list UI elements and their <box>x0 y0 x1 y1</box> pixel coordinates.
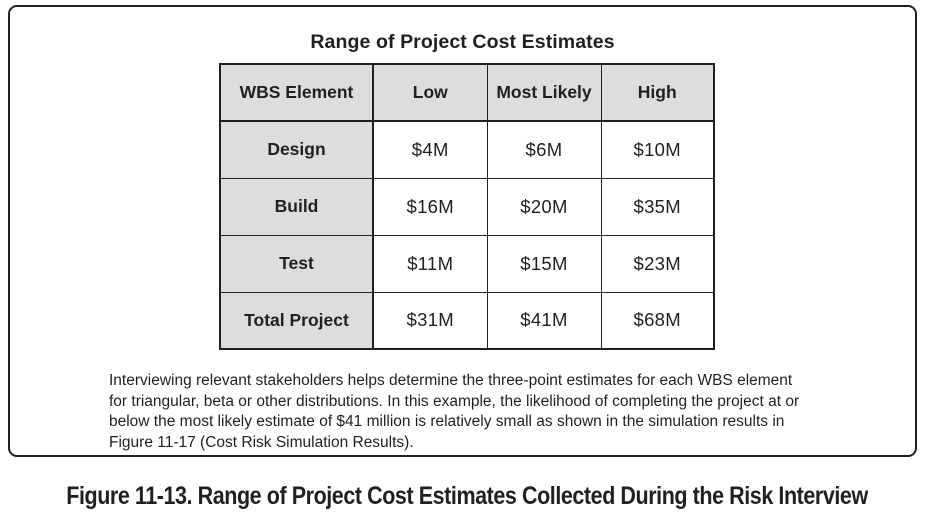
figure-frame: Range of Project Cost Estimates WBS Elem… <box>8 5 917 457</box>
table-row: Build $16M $20M $35M <box>219 177 715 236</box>
cell-high: $10M <box>600 120 715 179</box>
row-label-design: Design <box>219 120 374 179</box>
row-label-total-project: Total Project <box>219 291 374 350</box>
cell-high: $68M <box>600 291 715 350</box>
header-low: Low <box>372 63 488 122</box>
table-title: Range of Project Cost Estimates <box>310 31 615 53</box>
cell-most-likely: $20M <box>486 177 602 236</box>
table-header-row: WBS Element Low Most Likely High <box>219 63 715 122</box>
cell-high: $35M <box>600 177 715 236</box>
figure-caption: Figure 11-13. Range of Project Cost Esti… <box>66 482 868 510</box>
cell-most-likely: $15M <box>486 234 602 293</box>
cell-low: $16M <box>372 177 488 236</box>
header-most-likely: Most Likely <box>486 63 602 122</box>
header-high: High <box>600 63 715 122</box>
cell-high: $23M <box>600 234 715 293</box>
cell-low: $11M <box>372 234 488 293</box>
table-row: Total Project $31M $41M $68M <box>219 291 715 350</box>
table-row: Test $11M $15M $23M <box>219 234 715 293</box>
row-label-build: Build <box>219 177 374 236</box>
cost-estimates-table: WBS Element Low Most Likely High Design … <box>219 63 715 350</box>
cell-low: $4M <box>372 120 488 179</box>
row-label-test: Test <box>219 234 374 293</box>
table-row: Design $4M $6M $10M <box>219 120 715 179</box>
header-wbs-element: WBS Element <box>219 63 374 122</box>
cell-most-likely: $41M <box>486 291 602 350</box>
description-text: Interviewing relevant stakeholders helps… <box>109 372 800 451</box>
cell-most-likely: $6M <box>486 120 602 179</box>
cell-low: $31M <box>372 291 488 350</box>
